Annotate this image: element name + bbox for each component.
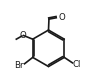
Text: O: O — [20, 31, 26, 40]
Text: Br: Br — [15, 61, 24, 70]
Text: O: O — [58, 13, 65, 22]
Text: Cl: Cl — [73, 60, 81, 69]
